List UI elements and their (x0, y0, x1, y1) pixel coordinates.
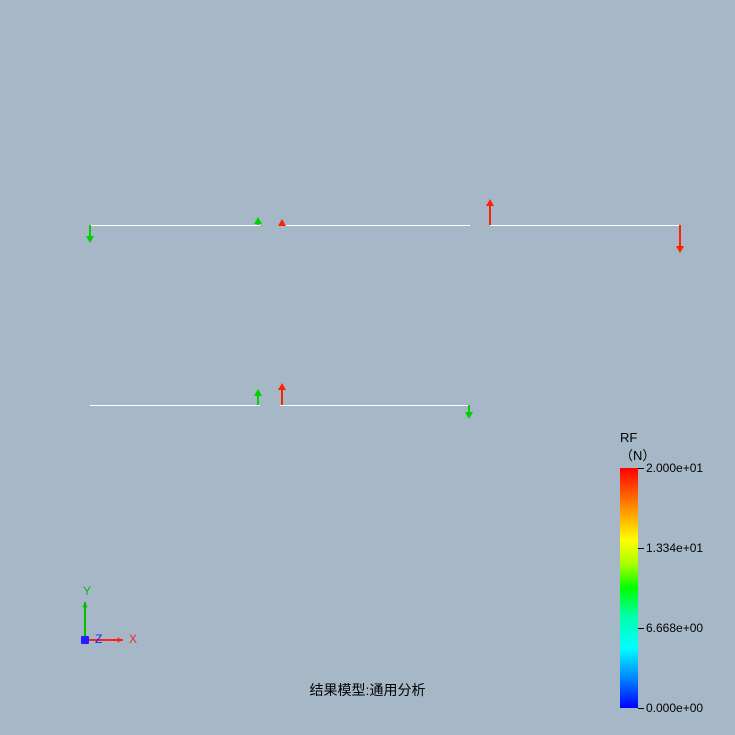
reaction-force-arrow (278, 219, 286, 225)
reaction-force-arrow (254, 389, 262, 405)
legend-tick-rule (638, 708, 644, 709)
beam-segment (280, 225, 470, 226)
beam-segment (90, 405, 260, 406)
triad-y-label: Y (83, 584, 91, 598)
beam-segment (490, 225, 680, 226)
triad-origin (81, 636, 89, 644)
legend-bar (620, 468, 638, 708)
legend-tick-rule (638, 548, 644, 549)
reaction-force-arrow (254, 217, 262, 225)
legend-title: RF （N） (620, 430, 655, 464)
legend-tick-rule (638, 628, 644, 629)
result-title: 结果模型:通用分析 (310, 680, 426, 700)
beam-segment (90, 225, 260, 226)
reaction-force-arrow (86, 225, 94, 243)
beam-segment (280, 405, 470, 406)
legend-tick-rule (638, 468, 644, 469)
triad-z-label: Z (95, 632, 102, 646)
legend-tick-label: 1.334e+01 (646, 541, 703, 555)
legend-tick-label: 2.000e+01 (646, 461, 703, 475)
reaction-force-arrow (486, 199, 494, 225)
reaction-force-arrow (465, 405, 473, 419)
reaction-force-arrow (676, 225, 684, 253)
color-legend: RF （N） 2.000e+011.334e+016.668e+000.000e… (620, 430, 655, 708)
legend-tick-label: 6.668e+00 (646, 621, 703, 635)
legend-tick-label: 0.000e+00 (646, 701, 703, 715)
legend-title-line1: RF (620, 430, 655, 445)
reaction-force-arrow (278, 383, 286, 405)
triad-x-label: X (129, 632, 137, 646)
legend-bar-wrap: 2.000e+011.334e+016.668e+000.000e+00 (620, 468, 655, 708)
